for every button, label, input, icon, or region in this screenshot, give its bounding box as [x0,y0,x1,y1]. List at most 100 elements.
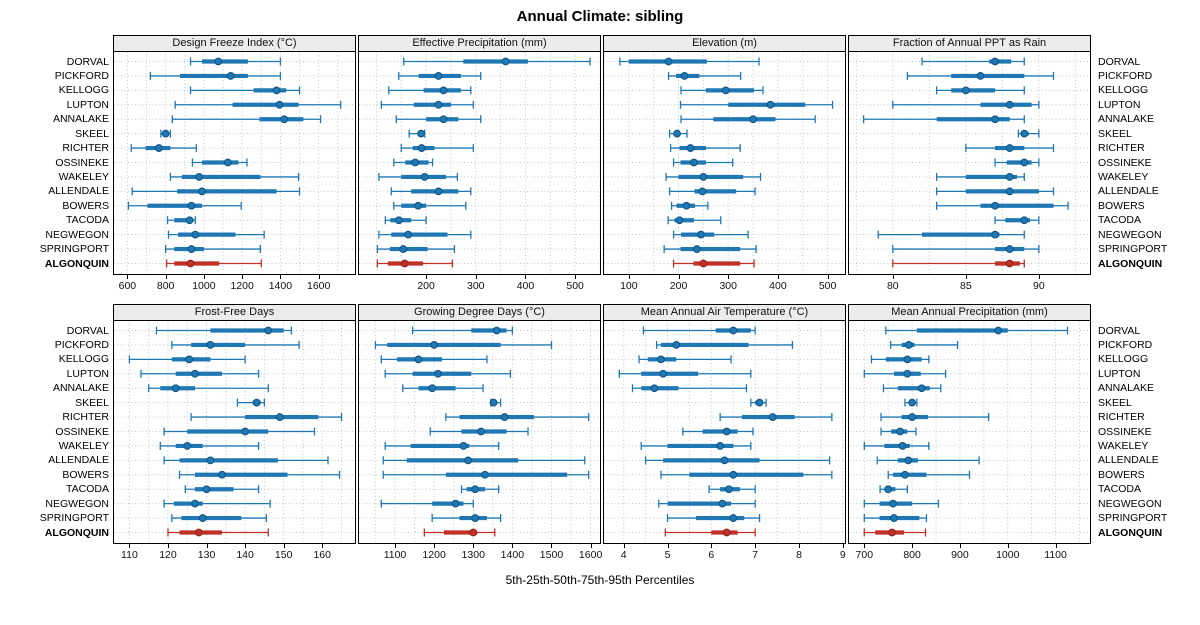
site-label: BOWERS [1098,199,1145,212]
panel: Effective Precipitation (mm) 200 300 400 500 [358,35,602,297]
percentile-row [140,369,260,378]
percentile-row [618,369,752,378]
axis-tick [1007,544,1009,548]
axis-tick-label: 160 [313,549,331,561]
median-dot [187,201,196,210]
site-label: ALGONQUIN [1098,526,1163,539]
site-label: PICKFORD [54,69,109,82]
axis-tick [394,544,396,548]
percentile-row [935,187,1055,196]
percentile-row [171,115,322,124]
percentile-row [670,201,709,210]
axis-tick-label: 1600 [578,549,603,561]
percentile-row [378,172,459,181]
median-dot [275,100,284,109]
median-dot [696,230,705,239]
median-dot [1020,216,1029,225]
median-dot [434,72,443,80]
median-dot [682,201,691,210]
percentile-row [863,441,930,450]
axis-tick [206,544,208,548]
percentile-row [655,340,794,349]
percentile-row [189,86,301,95]
median-dot [194,528,203,537]
percentile-row [863,499,940,508]
percentile-row [880,413,990,422]
percentile-row [131,187,301,196]
panel-plot [849,52,1090,273]
axis-tick-label: 9 [839,549,846,561]
median-dot [724,485,733,494]
panel-header: Fraction of Annual PPT as Rain [848,35,1091,52]
percentile-row [863,369,947,378]
median-dot [1005,187,1014,196]
axis-tick [318,275,320,279]
median-dot [889,499,897,508]
site-label-column-left: DORVAL PICKFORD KELLOGG LUPTON ANNALAKE SKEEL… [0,35,113,275]
percentile-row [658,499,756,508]
percentile-row [669,144,741,153]
median-dot [469,528,478,537]
axis-tick [167,544,169,548]
percentile-row [882,384,942,393]
panel: Elevation (m) 100 200 300 400 500 [603,35,847,297]
site-label: BOWERS [1098,468,1145,481]
site-label: PICKFORD [1098,69,1153,82]
percentile-row [862,115,1025,124]
percentile-row [672,230,749,239]
site-label: RICHTER [1098,411,1145,424]
site-label: SKEEL [1098,127,1132,140]
axis-tick [667,544,669,548]
median-dot [434,187,443,196]
site-label: SPRINGPORT [1098,243,1168,256]
axis-tick [965,275,967,279]
axis-tick [127,275,129,279]
panel-plot [849,321,1090,542]
site-label: KELLOGG [1098,353,1149,366]
median-dot [976,72,985,80]
median-dot [686,144,695,152]
site-label: RICHTER [1098,142,1145,155]
percentile-row [489,398,502,407]
median-dot [492,326,501,335]
panel-header: Mean Annual Precipitation (mm) [848,304,1091,321]
median-dot [155,144,163,152]
site-label: OSSINEKE [1098,425,1152,438]
median-dot [459,442,468,450]
site-label: PICKFORD [1098,338,1153,351]
axis-tick [434,544,436,548]
x-axis: 600 800 1000 1200 1400 1600 [113,275,356,297]
percentile-row [380,100,474,109]
percentile-row [708,485,756,494]
site-label: TACODA [1098,214,1141,227]
x-axis: 4 5 6 7 8 9 [603,544,846,566]
axis-tick-label: 4 [620,549,627,561]
axis-tick [1055,544,1057,548]
site-label: WAKELEY [1098,170,1149,183]
axis-tick-label: 80 [886,280,899,292]
axis-tick-label: 5 [664,549,671,561]
percentile-row [171,514,267,523]
percentile-row [682,427,754,436]
median-dot [884,485,893,494]
axis-tick-label: 1500 [539,549,564,561]
percentile-row [384,369,512,378]
median-dot [400,259,409,268]
median-dot [226,72,235,80]
axis-tick-label: 150 [274,549,293,561]
median-dot [675,216,684,225]
axis-tick-label: 7 [752,549,759,561]
axis-tick [827,275,829,279]
percentile-row [660,470,833,479]
axis-tick [755,544,757,548]
axis-tick-label: 400 [769,280,787,292]
median-dot [716,442,725,450]
percentile-row [159,441,260,450]
site-label: DORVAL [1098,55,1141,68]
percentile-row [384,441,500,450]
axis-tick-label: 300 [467,280,485,292]
median-dot [191,230,200,239]
panel-plot [359,52,600,273]
percentile-row [892,100,1040,109]
